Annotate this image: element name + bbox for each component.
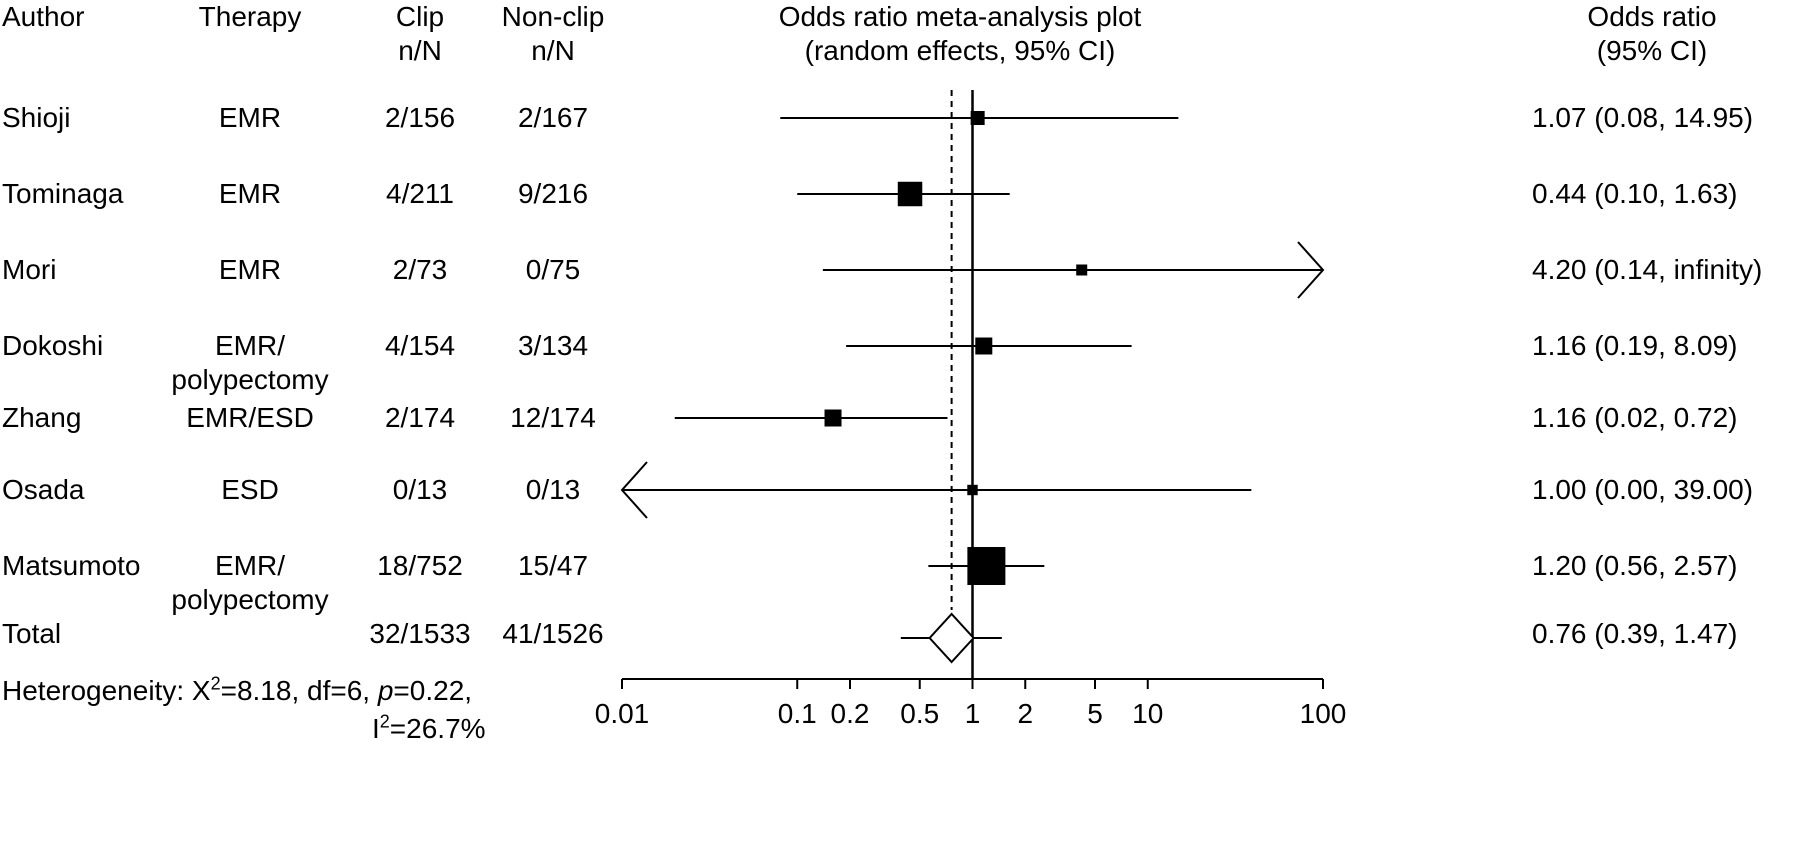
x-tick-label: 0.5 [900,698,939,729]
header-plot-title: Odds ratio meta-analysis plot [778,1,1142,32]
total-clip: 32/1533 [369,618,471,649]
x-tick-label: 1 [965,698,981,729]
study-author: Dokoshi [2,330,104,361]
header-nonclip: Non-clip [501,1,605,32]
study-therapy: EMR/ESD [186,402,314,433]
study-therapy: ESD [221,474,279,505]
study-author: Shioji [2,102,71,133]
study-nonclip: 0/13 [525,474,581,505]
header-clip: Clip [395,1,445,32]
study-author: Osada [2,474,85,505]
x-tick-label: 100 [1300,698,1347,729]
header-clip-nN: n/N [398,35,442,66]
study-clip: 4/154 [384,330,456,361]
heterogeneity-line2: I2=26.7% [372,711,486,744]
study-nonclip: 3/134 [517,330,589,361]
x-tick-label: 0.01 [595,698,650,729]
point-estimate-box [1076,264,1088,276]
header-nonclip-nN: n/N [531,35,575,66]
ci-arrow-left [620,461,648,519]
study-nonclip: 0/75 [525,254,581,285]
point-estimate-box [975,337,993,355]
study-clip: 2/73 [392,254,448,285]
study-author: Matsumoto [2,550,141,581]
x-tick-label: 10 [1132,698,1163,729]
total-or-label: 0.76 (0.39, 1.47) [1532,618,1738,649]
study-clip: 0/13 [392,474,448,505]
x-tick-label: 5 [1087,698,1103,729]
point-estimate-box [824,409,842,427]
pooled-diamond [928,612,975,664]
study-nonclip: 9/216 [517,178,589,209]
study-author: Mori [2,254,57,285]
x-tick-label: 0.1 [778,698,817,729]
study-or-label: 1.07 (0.08, 14.95) [1532,102,1754,133]
study-clip: 2/174 [384,402,456,433]
point-estimate-box [967,484,978,496]
header-ci: (95% CI) [1596,35,1708,66]
study-author: Zhang [2,402,82,433]
header-odds-ratio: Odds ratio [1587,1,1717,32]
study-nonclip: 12/174 [510,402,596,433]
study-therapy: EMR [218,178,282,209]
point-estimate-box [897,181,923,207]
total-label: Total [2,618,62,649]
study-therapy: EMR [218,254,282,285]
study-therapy-line2: polypectomy [171,584,329,615]
point-estimate-box [970,111,985,125]
total-nonclip: 41/1526 [502,618,604,649]
heterogeneity-line1: Heterogeneity: X2=8.18, df=6, p=0.22, [2,673,473,706]
point-estimate-box [967,547,1006,585]
study-therapy: EMR/ [215,330,285,361]
header-plot-subtitle: (random effects, 95% CI) [804,35,1116,66]
study-author: Tominaga [2,178,124,209]
study-therapy: EMR/ [215,550,285,581]
study-clip: 4/211 [386,178,454,209]
study-or-label: 1.16 (0.19, 8.09) [1532,330,1738,361]
study-or-label: 1.16 (0.02, 0.72) [1532,402,1738,433]
study-or-label: 4.20 (0.14, infinity) [1532,254,1763,285]
study-clip: 18/752 [377,550,463,581]
ci-arrow-right [1297,241,1325,299]
study-or-label: 1.20 (0.56, 2.57) [1532,550,1738,581]
study-therapy-line2: polypectomy [171,364,329,395]
study-therapy: EMR [218,102,282,133]
study-or-label: 1.00 (0.00, 39.00) [1532,474,1754,505]
x-tick-label: 0.2 [831,698,870,729]
study-or-label: 0.44 (0.10, 1.63) [1532,178,1738,209]
study-nonclip: 15/47 [517,550,589,581]
x-tick-label: 2 [1017,698,1033,729]
study-nonclip: 2/167 [517,102,589,133]
header-author: Author [2,1,85,32]
study-clip: 2/156 [384,102,456,133]
header-therapy: Therapy [198,1,302,32]
